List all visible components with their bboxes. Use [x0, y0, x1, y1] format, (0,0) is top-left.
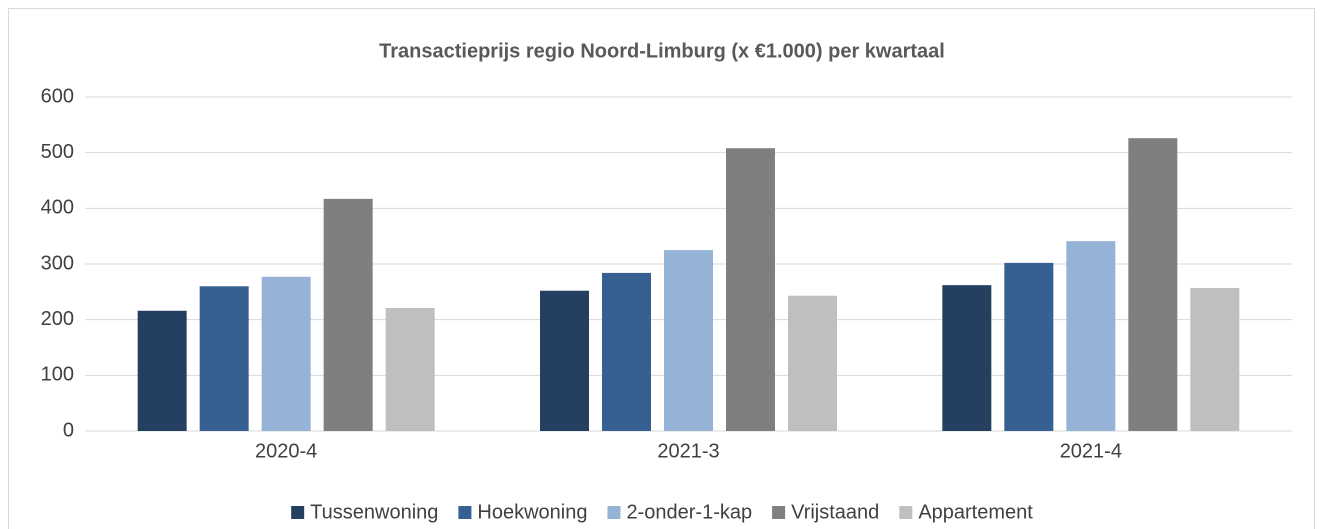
bar: [1066, 241, 1116, 431]
bar: [540, 290, 589, 431]
legend-swatch: [772, 506, 786, 519]
bar: [137, 310, 187, 431]
legend-swatch: [607, 506, 621, 519]
x-tick-label: 2021-3: [657, 440, 719, 462]
x-tick-label: 2020-4: [255, 440, 317, 462]
y-tick-label: 300: [41, 252, 74, 274]
y-tick-label: 0: [63, 419, 74, 441]
bar: [385, 307, 435, 431]
y-tick-label: 500: [41, 141, 74, 163]
bar: [664, 250, 713, 431]
chart-title: Transactieprijs regio Noord-Limburg (x €…: [379, 40, 945, 62]
y-tick-label: 100: [41, 364, 74, 386]
legend-label: 2-onder-1-kap: [626, 501, 752, 523]
bar: [1128, 138, 1178, 431]
legend-swatch: [291, 506, 305, 519]
legend-label: Hoekwoning: [477, 501, 587, 523]
bar: [323, 198, 373, 431]
y-tick-label: 600: [41, 85, 74, 107]
y-tick-label: 200: [41, 308, 74, 330]
bar: [602, 272, 651, 431]
legend-swatch: [458, 506, 472, 519]
x-tick-label: 2021-4: [1060, 440, 1122, 462]
bar: [726, 148, 775, 432]
legend-label: Tussenwoning: [310, 501, 438, 523]
bar: [261, 276, 311, 431]
legend-label: Appartement: [918, 501, 1033, 523]
bar: [942, 285, 992, 431]
y-tick-label: 400: [41, 197, 74, 219]
legend-swatch: [899, 506, 913, 519]
bar: [788, 295, 837, 431]
bar: [1190, 287, 1240, 431]
bar: [1004, 262, 1054, 431]
bar: [199, 286, 249, 431]
legend-label: Vrijstaand: [791, 501, 879, 523]
